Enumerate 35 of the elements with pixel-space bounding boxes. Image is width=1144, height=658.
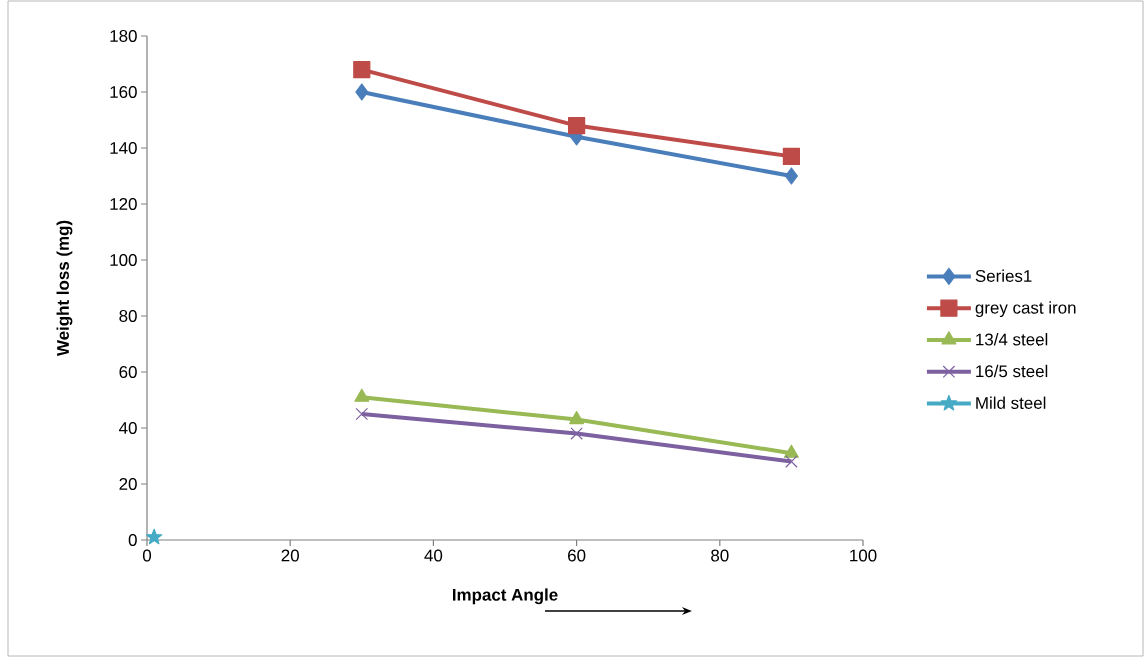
y-tick-label: 120 bbox=[110, 198, 137, 210]
legend-label: Mild steel bbox=[976, 396, 1046, 409]
point bbox=[355, 407, 369, 421]
x-axis-title: Impact Angle bbox=[452, 588, 558, 605]
y-tick-label: 0 bbox=[128, 534, 137, 546]
x-tick-label: 80 bbox=[711, 549, 729, 562]
y-tick-label: 20 bbox=[119, 478, 137, 490]
y-tick-label: 60 bbox=[119, 366, 137, 378]
point bbox=[782, 147, 801, 165]
legend-label: 13/4 steel bbox=[976, 333, 1048, 346]
x-tick-label: 0 bbox=[142, 549, 152, 562]
y-tick-label: 80 bbox=[119, 310, 137, 322]
x-tick-label: 100 bbox=[850, 549, 877, 562]
point bbox=[785, 455, 798, 468]
y-tick-label: 180 bbox=[110, 30, 137, 42]
point bbox=[569, 411, 585, 425]
legend-label: grey cast iron bbox=[975, 301, 1076, 318]
legend-label: 16/5 steel bbox=[976, 364, 1048, 378]
y-tick-label: 160 bbox=[110, 86, 137, 98]
x-tick-label: 60 bbox=[568, 549, 586, 562]
point bbox=[570, 427, 583, 440]
point bbox=[784, 167, 799, 185]
point bbox=[783, 444, 799, 458]
point bbox=[568, 116, 586, 135]
point bbox=[354, 388, 370, 402]
x-tick-label: 20 bbox=[281, 549, 299, 562]
legend-label: Series1 bbox=[975, 269, 1032, 282]
y-axis-title: Weight loss (mg) bbox=[56, 220, 73, 357]
y-tick-label: 100 bbox=[110, 254, 137, 266]
point bbox=[145, 528, 163, 545]
y-tick-label: 40 bbox=[119, 422, 137, 434]
x-tick-label: 40 bbox=[424, 549, 443, 562]
y-tick-label: 140 bbox=[110, 142, 137, 154]
point bbox=[353, 60, 371, 79]
point bbox=[355, 83, 369, 101]
